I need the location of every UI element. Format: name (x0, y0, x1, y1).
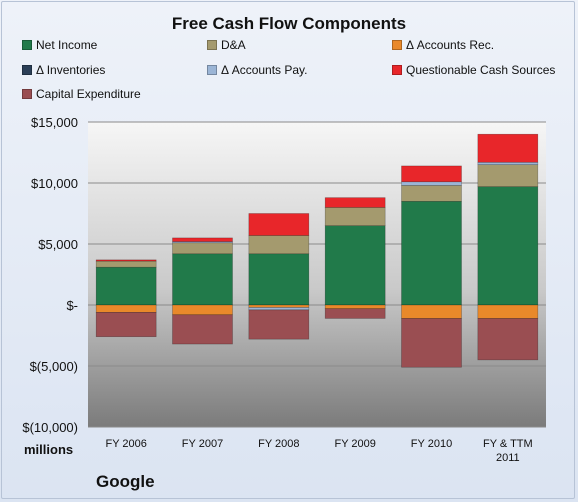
legend-item-questionable-cash: Questionable Cash Sources (392, 63, 555, 77)
x-tick-label: FY 2008 (258, 438, 299, 450)
legend-swatch (22, 40, 32, 50)
bar-segment (95, 266, 157, 306)
bar-segment (248, 213, 310, 236)
company-label: Google (96, 472, 155, 491)
bar-segment (477, 133, 539, 163)
bar-segment (324, 207, 386, 226)
y-tick-label: $5,000 (38, 237, 78, 252)
bar-segment (324, 304, 386, 309)
legend-item-net-income: Net Income (22, 38, 97, 52)
legend-label: Δ Accounts Pay. (221, 63, 308, 77)
bar-segment (172, 253, 233, 306)
grid-lines (88, 121, 546, 428)
bar-segment (248, 309, 310, 340)
unit-label: millions (24, 442, 74, 457)
legend-swatch (207, 40, 217, 50)
y-tick-label: $(10,000) (22, 420, 78, 435)
bar-segment (172, 304, 233, 316)
bar-segment (324, 197, 386, 208)
bar-segment (401, 304, 462, 319)
legend-swatch (22, 65, 32, 75)
y-axis-ticks: $15,000 $10,000 $5,000 $- $(5,000) $(10,000) (22, 115, 78, 435)
bar-segment (95, 259, 157, 262)
x-tick-label: FY 2006 (105, 438, 146, 450)
bar-segment (401, 185, 462, 202)
legend-swatch (392, 40, 402, 50)
x-tick-label: FY 2010 (411, 438, 452, 450)
x-tick-label: FY 2007 (182, 438, 223, 450)
legend-label: Net Income (36, 38, 98, 52)
bar-segment (172, 314, 233, 345)
bar-segment (401, 201, 462, 306)
bar-segment (477, 304, 539, 319)
bar-segment (172, 237, 233, 242)
y-tick-label: $- (66, 298, 78, 313)
legend-label: Questionable Cash Sources (406, 63, 556, 77)
legend-swatch (392, 65, 402, 75)
chart-title: Free Cash Flow Components (171, 14, 407, 33)
x-tick-label: FY 2009 (334, 438, 375, 450)
legend-label: D&A (221, 38, 246, 52)
bar-segment (248, 253, 310, 306)
x-tick-label: FY & TTM (483, 438, 533, 450)
legend-swatch (22, 89, 32, 99)
bar-segment (477, 318, 539, 361)
legend-label: Capital Expenditure (36, 87, 141, 101)
legend-item-da: D&A (207, 38, 246, 52)
bar-segment (248, 307, 310, 311)
legend-item-accounts-pay: Δ Accounts Pay. (207, 63, 308, 77)
legend-label: Δ Accounts Rec. (406, 38, 495, 52)
bar-segment (324, 308, 386, 319)
legend-swatch (207, 65, 217, 75)
bar-segment (95, 312, 157, 338)
bar-segment (172, 242, 233, 255)
bar-segment (95, 304, 157, 313)
plot-area (88, 122, 546, 427)
bar-segment (401, 318, 462, 368)
y-tick-label: $(5,000) (30, 359, 78, 374)
bar-segment (401, 165, 462, 183)
bar-segment (95, 260, 157, 268)
bar-segment (324, 225, 386, 306)
legend-label: Δ Inventories (36, 63, 106, 77)
legend-item-capex: Capital Expenditure (22, 87, 141, 101)
y-tick-label: $10,000 (31, 176, 78, 191)
legend-item-accounts-rec: Δ Accounts Rec. (392, 38, 494, 52)
bar-segment (477, 164, 539, 187)
bars (95, 133, 539, 368)
bar-segment (248, 304, 310, 308)
x-tick-label: 2011 (496, 452, 520, 464)
bar-segment (477, 186, 539, 306)
legend-item-inventories: Δ Inventories (22, 63, 105, 77)
x-axis-ticks: FY 2006 FY 2007 FY 2008 FY 2009 FY 2010 FY & … (105, 438, 532, 464)
bar-segment (248, 235, 310, 255)
bar-segment (477, 161, 539, 165)
bar-segment (401, 181, 462, 186)
y-tick-label: $15,000 (31, 115, 78, 130)
